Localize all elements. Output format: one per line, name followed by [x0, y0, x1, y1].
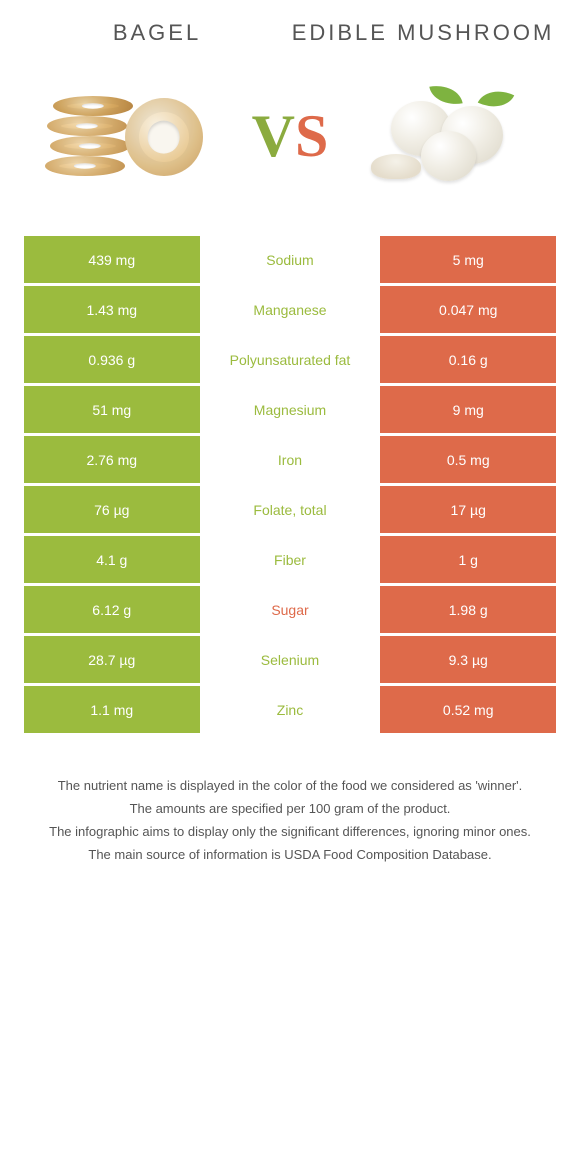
left-value: 4.1 g: [24, 536, 200, 586]
nutrient-label: Zinc: [200, 686, 381, 736]
nutrient-label: Polyunsaturated fat: [200, 336, 381, 386]
right-value: 5 mg: [380, 236, 556, 286]
table-row: 4.1 gFiber1 g: [24, 536, 556, 586]
nutrient-label: Manganese: [200, 286, 381, 336]
table-row: 76 µgFolate, total17 µg: [24, 486, 556, 536]
right-value: 17 µg: [380, 486, 556, 536]
nutrient-label: Selenium: [200, 636, 381, 686]
right-value: 1 g: [380, 536, 556, 586]
images-row: VS: [24, 66, 556, 206]
footer-line: The nutrient name is displayed in the co…: [34, 776, 546, 797]
footer-line: The infographic aims to display only the…: [34, 822, 546, 843]
right-title: Edible Mushroom: [290, 20, 556, 46]
table-row: 1.43 mgManganese0.047 mg: [24, 286, 556, 336]
table-row: 1.1 mgZinc0.52 mg: [24, 686, 556, 736]
left-value: 6.12 g: [24, 586, 200, 636]
nutrient-label: Iron: [200, 436, 381, 486]
right-value: 0.52 mg: [380, 686, 556, 736]
nutrient-label: Magnesium: [200, 386, 381, 436]
table-row: 0.936 gPolyunsaturated fat0.16 g: [24, 336, 556, 386]
left-value: 28.7 µg: [24, 636, 200, 686]
vs-s: S: [295, 103, 328, 169]
vs-v: V: [252, 103, 295, 169]
right-value: 9.3 µg: [380, 636, 556, 686]
nutrient-label: Fiber: [200, 536, 381, 586]
right-value: 0.16 g: [380, 336, 556, 386]
table-row: 439 mgSodium5 mg: [24, 236, 556, 286]
left-value: 1.1 mg: [24, 686, 200, 736]
nutrient-label: Folate, total: [200, 486, 381, 536]
footer-line: The main source of information is USDA F…: [34, 845, 546, 866]
table-row: 2.76 mgIron0.5 mg: [24, 436, 556, 486]
left-value: 0.936 g: [24, 336, 200, 386]
table-row: 51 mgMagnesium9 mg: [24, 386, 556, 436]
mushroom-image: [366, 76, 536, 196]
right-value: 1.98 g: [380, 586, 556, 636]
right-value: 0.5 mg: [380, 436, 556, 486]
header-titles: Bagel Edible Mushroom: [24, 20, 556, 46]
left-value: 1.43 mg: [24, 286, 200, 336]
table-row: 28.7 µgSelenium9.3 µg: [24, 636, 556, 686]
table-row: 6.12 gSugar1.98 g: [24, 586, 556, 636]
footer-line: The amounts are specified per 100 gram o…: [34, 799, 546, 820]
left-value: 51 mg: [24, 386, 200, 436]
bagel-image: [45, 76, 215, 196]
left-value: 76 µg: [24, 486, 200, 536]
right-value: 0.047 mg: [380, 286, 556, 336]
nutrient-label: Sugar: [200, 586, 381, 636]
comparison-table: 439 mgSodium5 mg1.43 mgManganese0.047 mg…: [24, 236, 556, 736]
left-value: 439 mg: [24, 236, 200, 286]
left-title: Bagel: [24, 20, 290, 46]
footer-notes: The nutrient name is displayed in the co…: [24, 776, 556, 865]
nutrient-label: Sodium: [200, 236, 381, 286]
left-value: 2.76 mg: [24, 436, 200, 486]
vs-label: VS: [252, 102, 329, 171]
right-value: 9 mg: [380, 386, 556, 436]
